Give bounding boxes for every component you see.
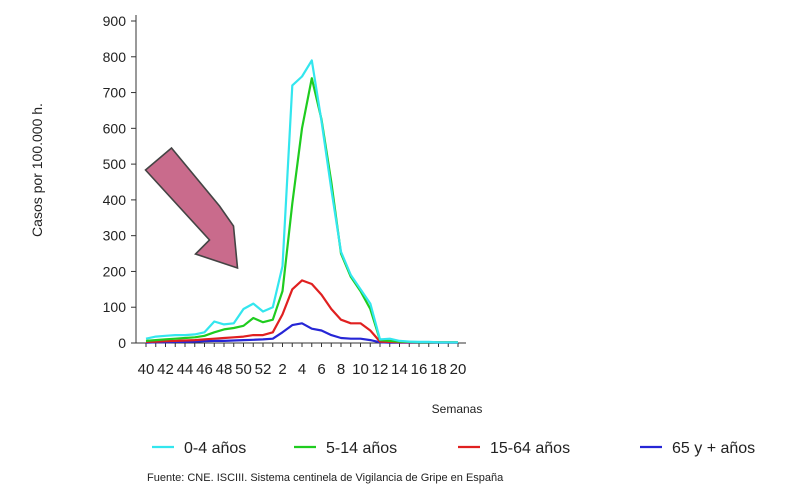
annotation-arrow xyxy=(144,146,239,270)
x-tick-label: 52 xyxy=(255,361,272,378)
y-axis-label: Casos por 100.000 h. xyxy=(29,103,45,237)
y-tick-label: 400 xyxy=(103,192,127,208)
x-tick-label: 4 xyxy=(298,361,306,378)
annotation-arrow-shape xyxy=(144,146,239,270)
legend-label: 0-4 años xyxy=(184,440,246,457)
x-tick-label: 8 xyxy=(337,361,345,378)
x-tick-label: 46 xyxy=(196,361,213,378)
series-line-15-64-a-os xyxy=(145,279,458,344)
y-tick-label: 0 xyxy=(118,335,126,351)
source-note: Fuente: CNE. ISCIII. Sistema centinela d… xyxy=(147,472,504,484)
series-group xyxy=(145,59,458,344)
x-tick-label: 16 xyxy=(411,361,428,378)
x-tick-label: 40 xyxy=(138,361,155,378)
legend-label: 5-14 años xyxy=(326,440,397,457)
x-tick-label: 48 xyxy=(216,361,233,378)
y-tick-label: 100 xyxy=(103,299,127,315)
x-tick-label: 14 xyxy=(391,361,408,378)
x-tick-label: 50 xyxy=(235,361,252,378)
y-tick-label: 800 xyxy=(103,49,127,65)
y-tick-label: 900 xyxy=(103,13,127,29)
legend-label: 15-64 años xyxy=(490,440,570,457)
x-tick-label: 20 xyxy=(450,361,467,378)
y-tick-label: 500 xyxy=(103,156,127,172)
series-line-0-4-a-os xyxy=(145,59,458,344)
x-axis: 40 42 44 46 48 50 52 2 4 6 8 10 12 14 16 18 20 xyxy=(136,342,467,378)
x-tick-label: 18 xyxy=(430,361,447,378)
x-tick-label: 42 xyxy=(157,361,174,378)
y-tick-label: 300 xyxy=(103,228,127,244)
legend: 0-4 años 5-14 años 15-64 años 65 y + años xyxy=(152,440,755,457)
x-tick-label: 6 xyxy=(317,361,325,378)
legend-label: 65 y + años xyxy=(672,440,755,457)
x-tick-label: 2 xyxy=(278,361,286,378)
x-tick-label: 10 xyxy=(352,361,369,378)
y-tick-label: 700 xyxy=(103,85,127,101)
y-tick-label: 600 xyxy=(103,120,127,136)
x-tick-label: 44 xyxy=(177,361,194,378)
x-tick-label: 12 xyxy=(372,361,389,378)
x-axis-label: Semanas xyxy=(432,402,483,416)
y-axis: 0 100 200 300 400 500 600 700 800 900 xyxy=(103,13,137,351)
y-tick-label: 200 xyxy=(103,263,127,279)
